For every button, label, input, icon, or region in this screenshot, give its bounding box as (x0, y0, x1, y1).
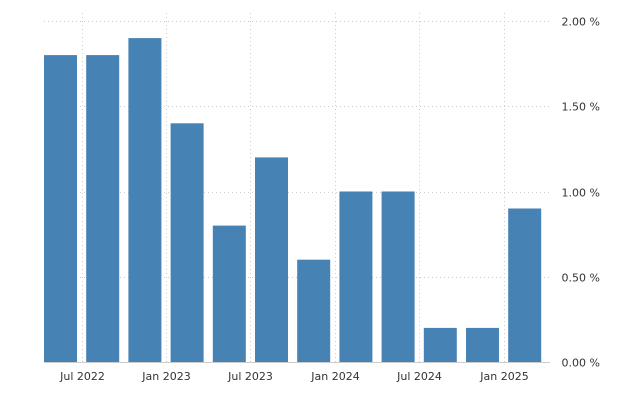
bar-2023-Q4[interactable] (297, 259, 331, 362)
x-tick-label: Jan 2024 (310, 370, 359, 383)
bar-2023-Q3[interactable] (255, 157, 288, 362)
x-tick-label: Jul 2023 (227, 370, 273, 383)
bar-2022-Q2[interactable] (44, 55, 77, 362)
x-tick-label: Jul 2024 (396, 370, 442, 383)
bar-2025-Q1[interactable] (508, 208, 542, 363)
bar-2022-Q3[interactable] (86, 55, 120, 362)
y-tick-label: 1.00 % (562, 187, 600, 200)
y-tick-label: 0.50 % (562, 272, 600, 285)
y-axis: 0.00 % 0.50 % 1.00 % 1.50 % 2.00 % (562, 16, 600, 370)
grid-lines (44, 13, 550, 363)
bar-2023-Q2[interactable] (212, 225, 246, 362)
x-tick-label: Jul 2022 (59, 370, 105, 383)
bar-2024-Q2[interactable] (381, 191, 415, 363)
x-tick-label: Jan 2023 (141, 370, 190, 383)
bar-2023-Q1[interactable] (170, 123, 204, 362)
bar-series (44, 38, 542, 363)
x-tick-label: Jan 2025 (479, 370, 528, 383)
bar-2024-Q3[interactable] (423, 327, 457, 362)
y-tick-label: 2.00 % (562, 16, 600, 29)
x-axis: Jul 2022 Jan 2023 Jul 2023 Jan 2024 Jul 2024… (59, 370, 529, 383)
y-tick-label: 0.00 % (562, 357, 600, 370)
bar-2024-Q1[interactable] (339, 191, 373, 363)
y-tick-label: 1.50 % (562, 101, 600, 114)
bar-2024-Q4[interactable] (466, 327, 499, 362)
bar-2022-Q4[interactable] (128, 38, 162, 362)
